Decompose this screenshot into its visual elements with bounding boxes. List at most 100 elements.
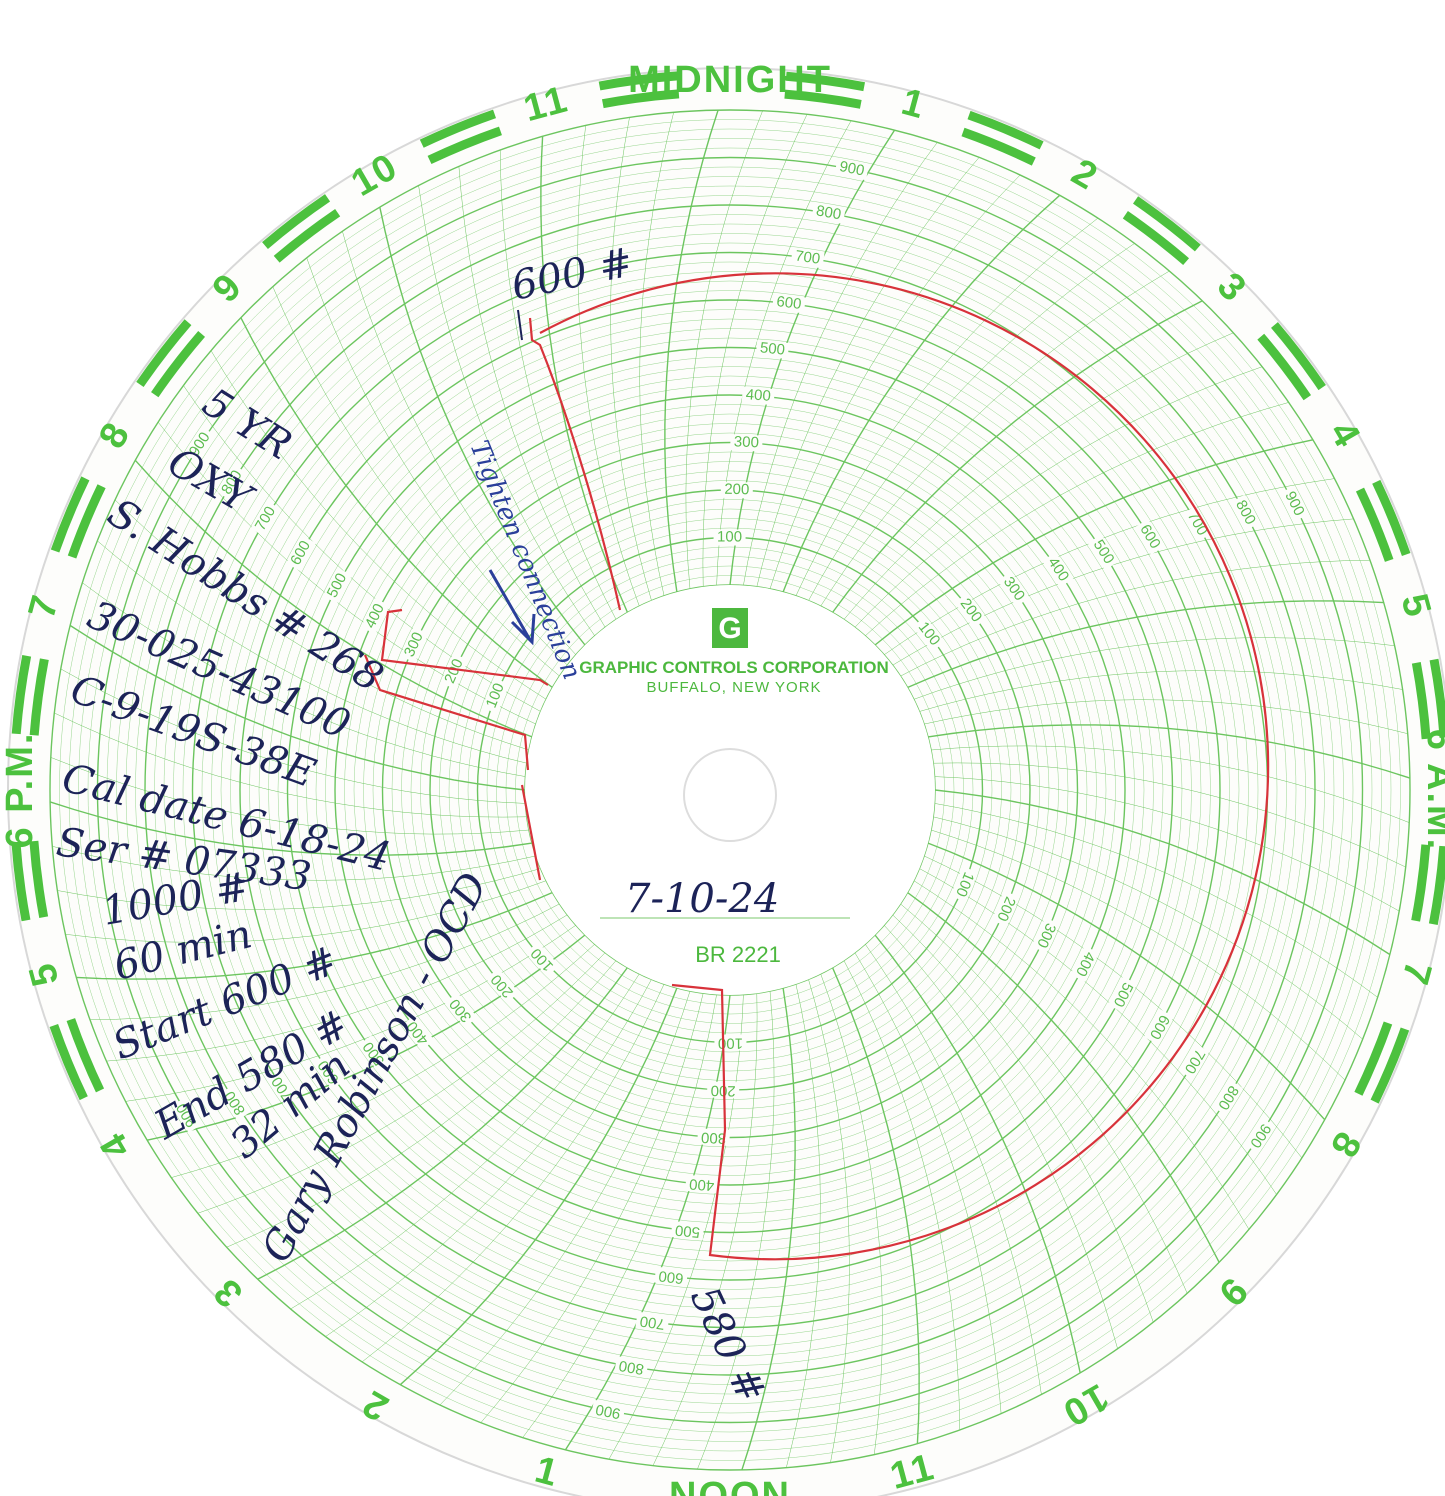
scale-label: 700 xyxy=(794,247,821,267)
time-line xyxy=(919,670,1403,712)
ring xyxy=(486,546,974,1034)
time-line xyxy=(272,286,560,677)
time-line xyxy=(106,914,568,1062)
scale-bg xyxy=(1134,519,1165,555)
ring xyxy=(325,385,1135,1195)
ring xyxy=(420,480,1040,1100)
hour-bar xyxy=(1122,211,1190,266)
scale-bg xyxy=(1212,1079,1243,1116)
time-line xyxy=(240,317,553,689)
time-line xyxy=(927,724,1411,779)
hour-bar xyxy=(262,194,331,249)
ring xyxy=(391,451,1069,1129)
time-line xyxy=(540,136,629,613)
time-line xyxy=(379,206,586,646)
scale-bg xyxy=(313,1054,345,1090)
time-line xyxy=(741,987,796,1471)
time-line xyxy=(900,559,1371,677)
time-line xyxy=(685,110,763,589)
time-line xyxy=(97,540,527,764)
time-line xyxy=(69,624,526,791)
scale-bg xyxy=(670,1220,705,1240)
ring xyxy=(344,404,1116,1176)
scale-bg xyxy=(912,616,945,652)
ring xyxy=(410,470,1050,1110)
scale-label: 100 xyxy=(717,528,742,545)
ring xyxy=(505,565,955,1015)
scale-bg xyxy=(713,529,746,546)
time-line xyxy=(820,270,1170,607)
time-line xyxy=(399,987,678,1386)
scale-bg xyxy=(286,535,316,572)
scale-bg xyxy=(697,1128,730,1146)
time-line xyxy=(934,776,1400,912)
ring xyxy=(268,328,1192,1252)
hour-bar xyxy=(1411,844,1431,922)
scale-bg xyxy=(790,247,825,269)
time-line xyxy=(499,149,617,620)
time-line xyxy=(342,231,577,655)
hour-bar xyxy=(961,127,1036,166)
scale-bg xyxy=(184,426,216,463)
time-line xyxy=(226,960,617,1248)
time-line xyxy=(610,117,652,601)
scale-bg xyxy=(1144,1008,1174,1045)
time-line xyxy=(854,952,1002,1414)
time-line xyxy=(54,712,527,818)
time-line xyxy=(808,979,850,1463)
ring xyxy=(211,271,1249,1309)
time-line xyxy=(907,891,1220,1263)
hour-bar xyxy=(784,89,862,109)
scale-bg xyxy=(1179,1043,1210,1080)
scale-label: 300 xyxy=(701,1129,727,1147)
time-line xyxy=(361,983,665,1363)
scale-bg xyxy=(525,942,560,977)
scale-bg xyxy=(1230,494,1260,531)
ring xyxy=(363,423,1097,1157)
logo-letter: G xyxy=(718,612,741,645)
ring xyxy=(154,214,1306,1366)
time-line xyxy=(831,967,920,1444)
scale-label: 600 xyxy=(775,293,802,313)
time-line xyxy=(865,402,1289,637)
ring xyxy=(515,575,945,1005)
ring xyxy=(173,233,1287,1347)
ring xyxy=(467,527,993,1053)
time-line xyxy=(608,994,744,1460)
hour-bar xyxy=(1428,845,1445,926)
time-line xyxy=(290,973,640,1310)
scale-bg xyxy=(440,653,469,690)
ring xyxy=(239,299,1221,1281)
time-line xyxy=(76,891,553,980)
ring xyxy=(182,242,1278,1338)
labels: MIDNIGHT123456 A.M.7891011NOON123456 P.M… xyxy=(0,59,1445,1496)
scale-bg xyxy=(482,677,510,714)
scale-bg xyxy=(400,626,429,663)
ring xyxy=(334,394,1126,1186)
scale-label: 300 xyxy=(733,433,759,451)
scale-bg xyxy=(954,593,987,629)
time-line xyxy=(82,582,526,777)
scale-label: 400 xyxy=(689,1175,715,1194)
time-line xyxy=(50,757,529,835)
scale-bg xyxy=(250,500,281,537)
time-line xyxy=(927,842,1326,1121)
scale-label: 500 xyxy=(759,339,786,358)
hour-bar xyxy=(1354,1021,1393,1096)
scale-bg xyxy=(1031,917,1060,954)
time-line xyxy=(125,924,577,1102)
time-line xyxy=(480,993,704,1423)
logo-box xyxy=(712,608,748,648)
hour-bar xyxy=(29,840,49,919)
time-line xyxy=(874,934,1081,1374)
time-line xyxy=(933,762,1406,868)
ring xyxy=(135,195,1325,1385)
time-line xyxy=(931,829,1346,1081)
ring xyxy=(125,185,1335,1395)
hour-bar xyxy=(1257,333,1312,401)
scale-bg xyxy=(991,890,1020,927)
time-line xyxy=(843,960,961,1431)
time-line xyxy=(933,816,1363,1040)
scale-bg xyxy=(1108,976,1137,1013)
scale-bg xyxy=(950,866,978,903)
